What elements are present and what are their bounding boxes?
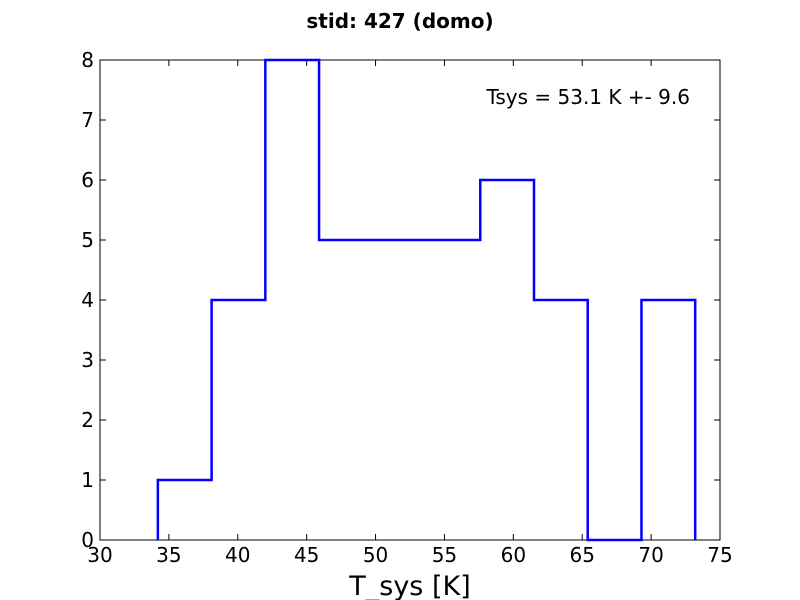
x-tick-label: 75 [707,543,732,567]
y-tick-label: 0 [81,528,94,552]
y-tick-label: 7 [81,108,94,132]
chart-title: stid: 427 (domo) [306,9,493,33]
histogram-step-line [156,58,697,542]
x-tick-label: 65 [569,543,594,567]
histogram-bin [534,300,588,540]
x-tick-label: 35 [156,543,181,567]
x-tick-label: 45 [294,543,319,567]
x-tick-label: 40 [225,543,250,567]
y-tick-label: 2 [81,408,94,432]
histogram-bin [265,60,319,540]
histogram-bin [212,300,266,540]
histogram-bin [427,240,481,540]
y-tick-label: 6 [81,168,94,192]
stats-annotation: Tsys = 53.1 K +- 9.6 [485,85,690,109]
x-tick-label: 70 [638,543,663,567]
x-tick-label: 60 [501,543,526,567]
y-tick-label: 1 [81,468,94,492]
y-tick-label: 5 [81,228,94,252]
y-tick-label: 3 [81,348,94,372]
histogram-bin [319,240,373,540]
y-tick-label: 8 [81,48,94,72]
x-tick-label: 55 [432,543,457,567]
x-tick-label: 30 [87,543,112,567]
histogram-bin [480,180,534,540]
y-tick-label: 4 [81,288,94,312]
x-tick-label: 50 [363,543,388,567]
x-axis-label: T_sys [K] [348,571,470,600]
histogram-bin [641,300,695,540]
histogram-bin [373,240,427,540]
histogram-bin [158,480,212,540]
